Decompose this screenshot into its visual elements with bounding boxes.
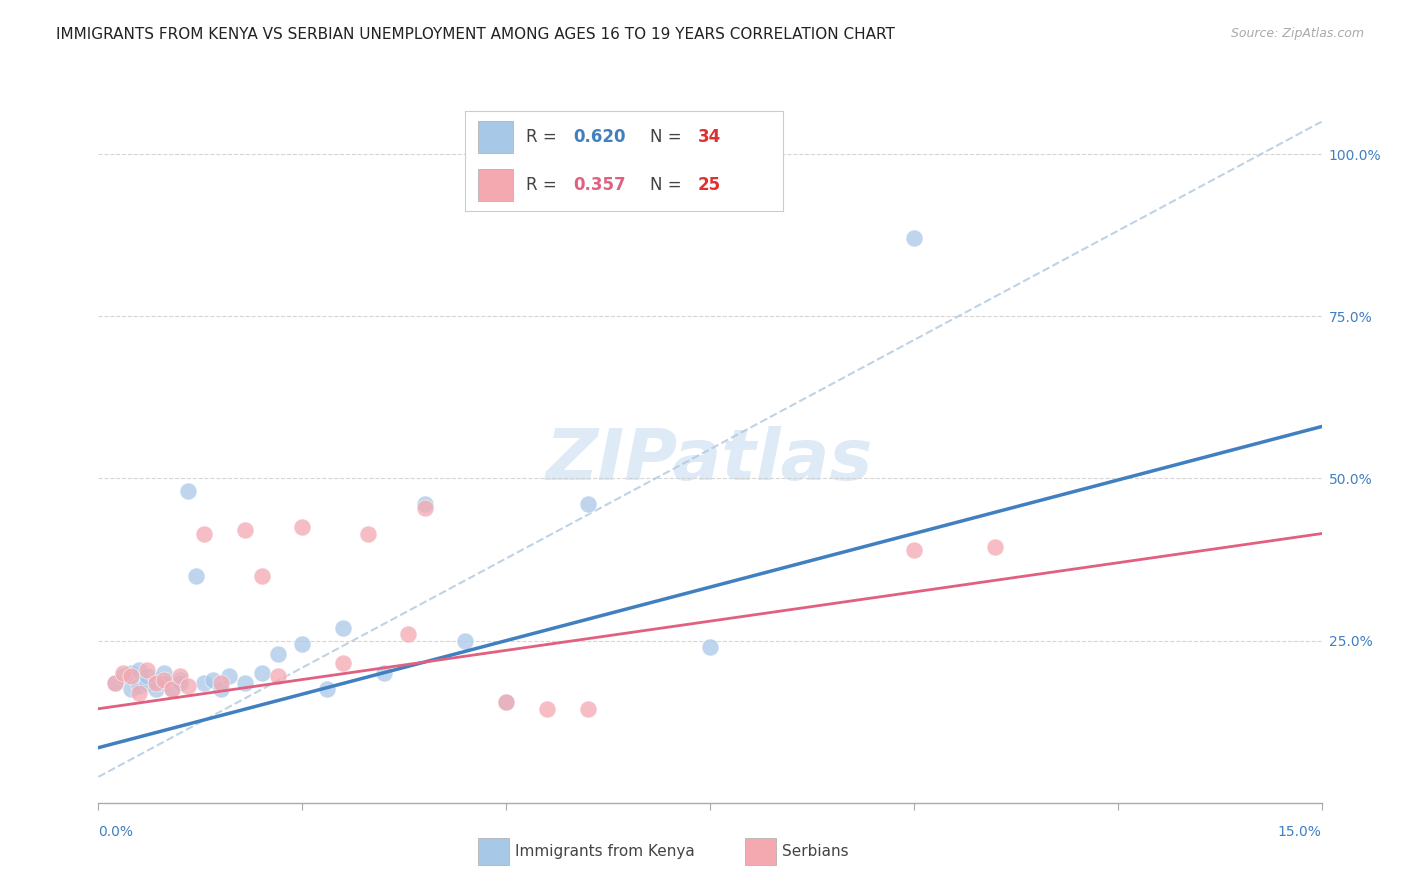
Point: [413, 500, 436, 515]
Point: [120, 669, 142, 683]
Point: [128, 685, 150, 699]
Text: Serbians: Serbians: [782, 845, 848, 859]
Point: [169, 675, 191, 690]
Point: [250, 568, 273, 582]
Point: [193, 675, 215, 690]
Point: [193, 526, 215, 541]
Point: [136, 663, 159, 677]
Point: [160, 682, 183, 697]
Point: [356, 526, 378, 541]
Point: [128, 663, 150, 677]
Point: [177, 484, 200, 499]
Point: [267, 647, 290, 661]
Point: [152, 673, 174, 687]
Point: [145, 682, 167, 697]
Point: [120, 682, 142, 697]
Point: [495, 695, 517, 709]
Point: [233, 675, 256, 690]
Point: [104, 675, 127, 690]
Text: 15.0%: 15.0%: [1278, 825, 1322, 839]
Point: [209, 675, 232, 690]
Text: Source: ZipAtlas.com: Source: ZipAtlas.com: [1230, 27, 1364, 40]
Text: ZIPatlas: ZIPatlas: [547, 425, 873, 495]
Point: [396, 627, 419, 641]
Point: [136, 669, 159, 683]
Point: [145, 675, 167, 690]
Point: [128, 679, 150, 693]
Point: [291, 637, 314, 651]
Point: [160, 682, 183, 697]
Point: [169, 673, 191, 687]
Point: [169, 669, 191, 683]
Point: [267, 669, 290, 683]
Point: [495, 695, 517, 709]
Point: [536, 702, 558, 716]
Point: [177, 679, 200, 693]
Point: [903, 231, 925, 245]
Point: [120, 666, 142, 681]
Point: [104, 675, 127, 690]
Text: IMMIGRANTS FROM KENYA VS SERBIAN UNEMPLOYMENT AMONG AGES 16 TO 19 YEARS CORRELAT: IMMIGRANTS FROM KENYA VS SERBIAN UNEMPLO…: [56, 27, 896, 42]
Point: [699, 640, 721, 654]
Point: [218, 669, 240, 683]
Point: [186, 568, 208, 582]
Point: [373, 666, 395, 681]
Point: [111, 669, 134, 683]
Point: [136, 675, 159, 690]
Point: [332, 621, 354, 635]
Point: [291, 520, 314, 534]
Point: [233, 524, 256, 538]
Text: 0.0%: 0.0%: [98, 825, 134, 839]
Point: [413, 497, 436, 511]
Point: [152, 675, 174, 690]
Point: [903, 542, 925, 557]
Point: [454, 633, 477, 648]
Point: [576, 497, 599, 511]
Point: [201, 673, 224, 687]
Point: [332, 657, 354, 671]
Point: [250, 666, 273, 681]
Point: [315, 682, 337, 697]
Point: [145, 673, 167, 687]
Text: Immigrants from Kenya: Immigrants from Kenya: [515, 845, 695, 859]
Point: [111, 666, 134, 681]
Point: [984, 540, 1007, 554]
Point: [576, 702, 599, 716]
Point: [152, 666, 174, 681]
Point: [209, 682, 232, 697]
